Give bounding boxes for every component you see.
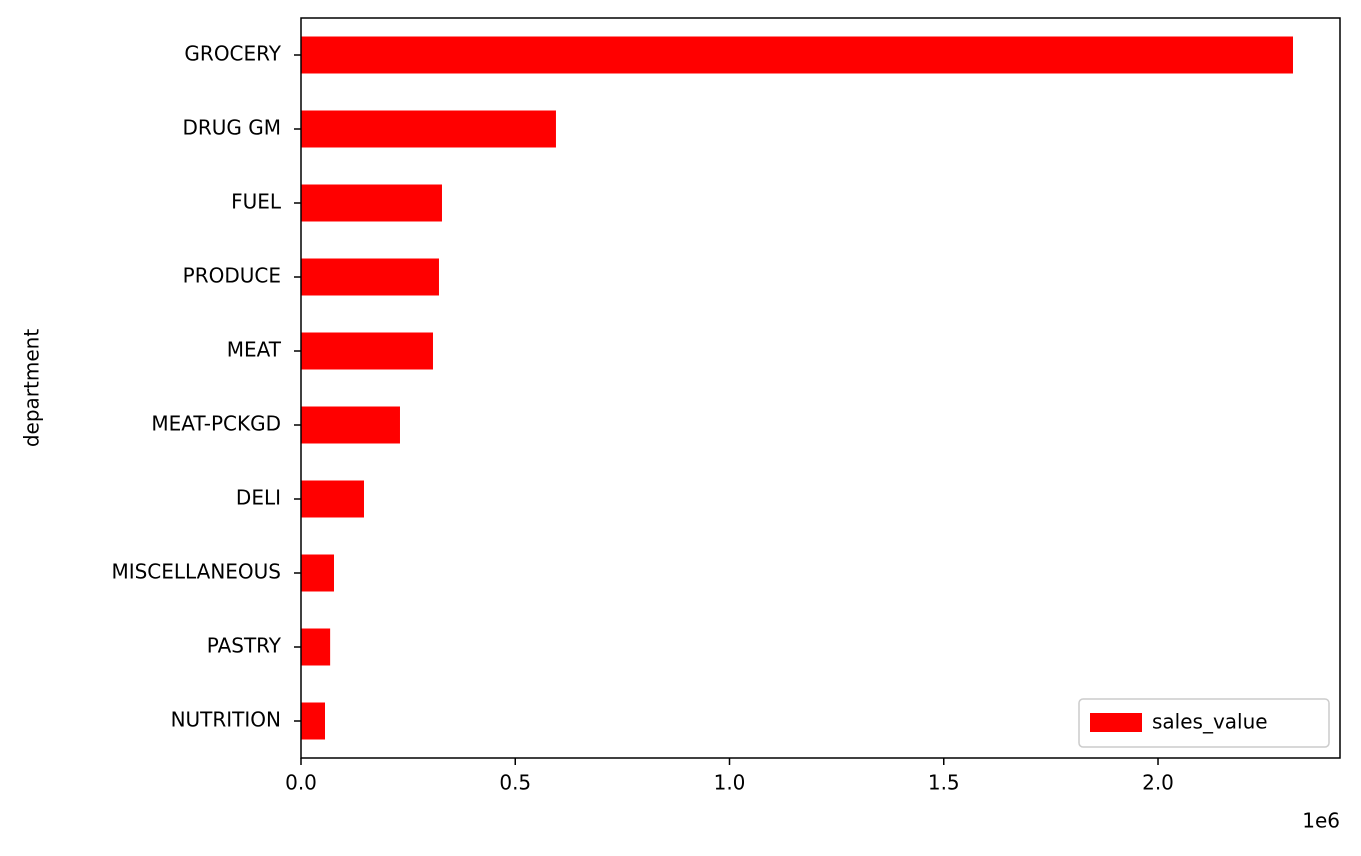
y-tick-label: DRUG GM [182, 116, 281, 140]
plot-frame [300, 17, 1341, 759]
x-offset-label: 1e6 [1302, 809, 1340, 833]
bar [301, 332, 433, 370]
y-tick-label: MEAT [227, 338, 282, 362]
x-tick-label: 0.0 [285, 771, 317, 795]
x-tick-label: 1.0 [714, 771, 746, 795]
y-tick-label: MISCELLANEOUS [111, 560, 281, 584]
y-tick-label: FUEL [231, 190, 282, 214]
bar [301, 184, 442, 222]
bar [301, 406, 400, 444]
bar [301, 110, 556, 148]
x-tick-label: 1.5 [928, 771, 960, 795]
legend-box [1078, 698, 1330, 748]
y-tick-label: DELI [236, 486, 281, 510]
legend-swatch [1090, 713, 1142, 732]
x-tick-label: 0.5 [499, 771, 531, 795]
bar [301, 554, 334, 592]
y-tick-label: MEAT-PCKGD [151, 412, 281, 436]
y-axis-label: department [20, 329, 44, 447]
y-tick-label: PASTRY [207, 634, 282, 658]
legend-label: sales_value [1152, 710, 1268, 734]
bar [301, 36, 1293, 74]
y-tick-label: PRODUCE [183, 264, 281, 288]
bar [301, 702, 325, 740]
y-tick-label: GROCERY [184, 42, 281, 66]
bar [301, 480, 364, 518]
bar [301, 628, 331, 666]
bar [301, 258, 439, 296]
x-tick-label: 2.0 [1142, 771, 1174, 795]
y-tick-label: NUTRITION [171, 708, 281, 732]
